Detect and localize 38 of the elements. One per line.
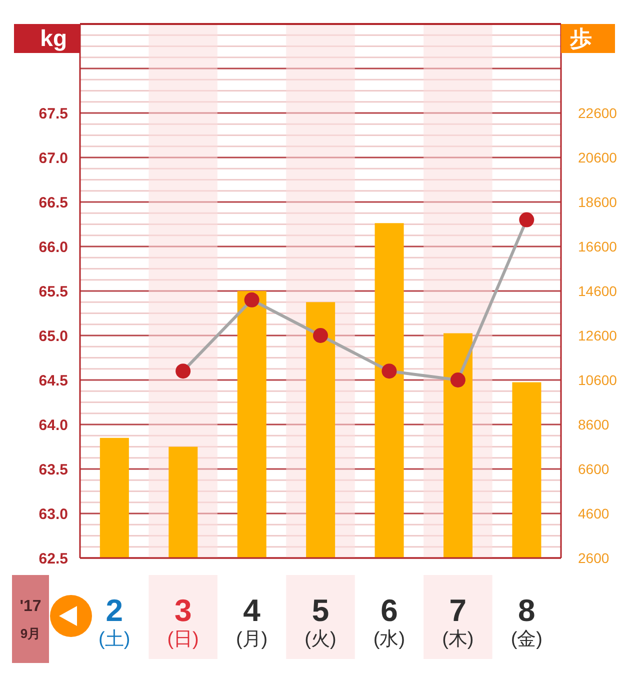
y2-tick-label: 2600 [578,550,610,566]
x-tick-label: 3 (日) [167,593,199,650]
y2-axis-title: 歩 [561,24,615,53]
y2-tick-label: 4600 [578,505,610,522]
y2-tick-label: 8600 [578,416,610,432]
point [382,364,397,379]
y-tick-label: 64.5 [38,372,68,390]
point [450,372,466,388]
point [313,328,328,343]
point [244,292,260,308]
y2-tick-label: 12600 [578,327,618,344]
y-tick-label: 62.5 [38,550,68,568]
y-tick-label: 64.0 [38,416,68,434]
x-tick-label: 2 (土) [98,593,130,650]
y-tick-label: 67.0 [38,150,68,167]
y2-tick-label: 18600 [578,194,618,210]
x-axis-title: '17 9月 [18,597,42,643]
x-tick-label: 7 (木) [442,593,474,650]
y-tick-label: 66.5 [38,194,68,212]
y-tick-label: 63.0 [38,506,68,523]
y2-tick-label: 10600 [578,372,618,388]
y2-tick-label: 20600 [578,149,618,166]
x-tick-label: 5 (火) [304,593,336,650]
y2-tick-label: 14600 [578,282,618,299]
y-tick-label: 63.5 [38,461,68,478]
y2-tick-label: 16600 [578,238,618,254]
x-tick-label: 8 (金) [510,593,542,650]
y-tick-label: 66.0 [38,238,68,256]
y-tick-label: 67.5 [38,105,68,122]
y-tick-label: 65.5 [38,283,68,300]
y2-tick-label: 6600 [578,460,610,477]
y2-tick-label: 22600 [578,104,618,121]
y-axis-title: kg [14,24,80,53]
point [519,212,534,228]
x-tick-label: 6 (水) [373,593,406,650]
point [176,364,191,379]
y-tick-label: 65.0 [38,328,68,345]
x-tick-label: 4 (月) [236,593,268,650]
